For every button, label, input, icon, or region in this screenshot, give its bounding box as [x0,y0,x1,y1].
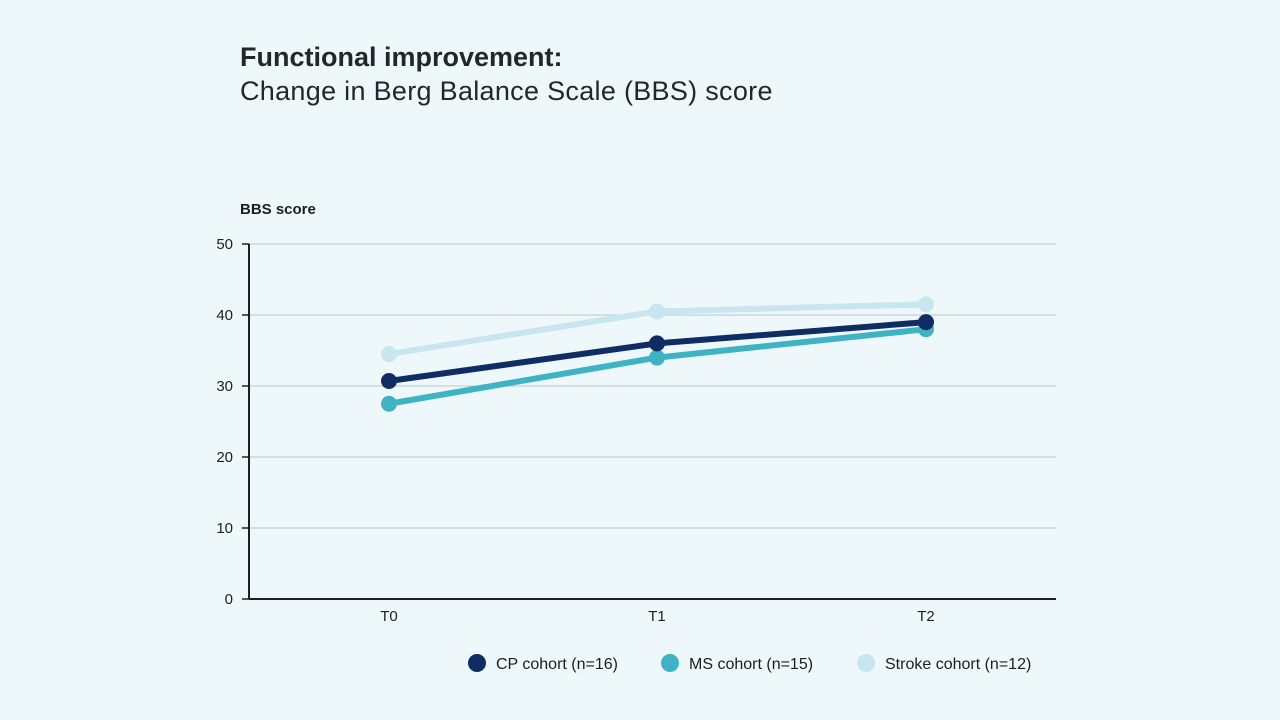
legend-label-cp: CP cohort (n=16) [496,656,618,673]
point-cp-t1 [649,335,665,352]
legend-marker-ms [661,654,679,672]
point-cp-t2 [918,314,934,331]
y-axis-label: BBS score [240,201,316,218]
legend-label-stroke: Stroke cohort (n=12) [885,656,1031,673]
y-tick-label-0: 0 [225,591,233,608]
legend-label-ms: MS cohort (n=15) [689,656,813,673]
y-tick-labels: 0 10 20 30 40 50 [216,236,233,608]
y-tick-label-50: 50 [216,236,233,253]
axes [242,243,1056,600]
point-stroke-t1 [649,303,665,320]
series-group [381,296,934,412]
point-stroke-t0 [381,346,397,363]
point-stroke-t2 [918,296,934,313]
x-tick-label-t1: T1 [648,608,666,625]
legend-marker-stroke [857,654,875,672]
legend-marker-cp [468,654,486,672]
chart-title: Functional improvement: [240,42,563,72]
legend: CP cohort (n=16) MS cohort (n=15) Stroke c… [468,654,1031,673]
y-tick-label-20: 20 [216,449,233,466]
x-tick-label-t2: T2 [917,608,935,625]
x-tick-label-t0: T0 [380,608,398,625]
point-cp-t0 [381,373,397,390]
y-tick-label-40: 40 [216,307,233,324]
y-tick-label-10: 10 [216,520,233,537]
point-ms-t0 [381,395,397,412]
grid-lines [249,243,1056,529]
point-ms-t1 [649,349,665,366]
chart-subtitle: Change in Berg Balance Scale (BBS) score [240,76,773,106]
x-tick-labels: T0 T1 T2 [380,608,935,625]
y-tick-label-30: 30 [216,378,233,395]
